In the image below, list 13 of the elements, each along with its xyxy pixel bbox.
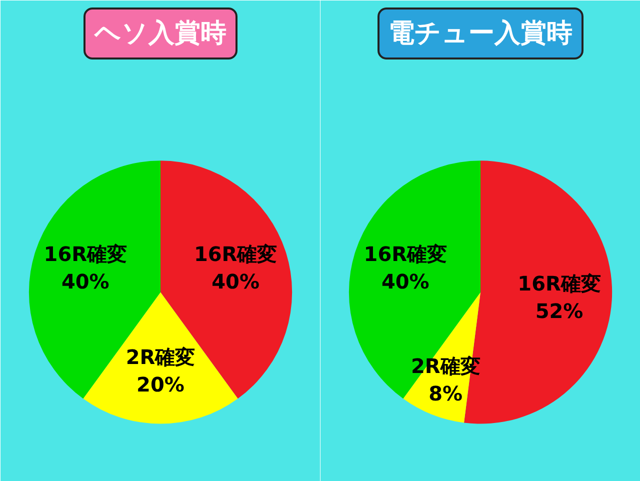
- slice-label: 2R確変: [126, 344, 196, 369]
- data-label: 40%: [381, 270, 430, 294]
- data-label: 8%: [428, 382, 463, 406]
- data-label: 40%: [61, 270, 110, 294]
- chart-title: 電チュー入賞時: [388, 18, 572, 48]
- data-label: 52%: [535, 298, 584, 323]
- slice-label: 16R確変: [194, 242, 278, 266]
- chart-title: ヘソ入賞時: [94, 18, 226, 48]
- slice-label: 16R確変: [518, 271, 601, 296]
- slice-label: 16R確変: [364, 242, 448, 266]
- slice-label: 16R確変: [44, 242, 128, 266]
- data-label: 20%: [136, 372, 184, 397]
- data-label: 40%: [212, 270, 260, 294]
